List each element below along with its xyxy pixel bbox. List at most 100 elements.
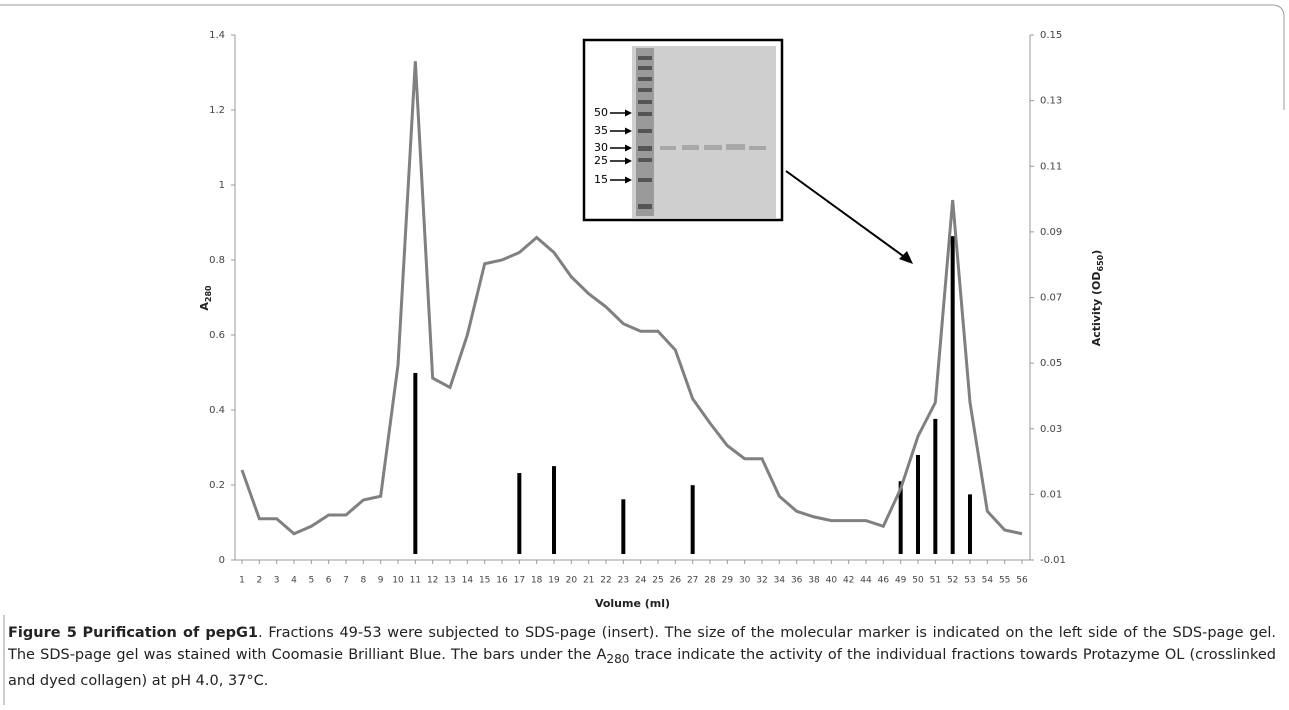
gel-inset [582, 38, 784, 222]
activity-bar [690, 485, 695, 554]
x-tick-label: 13 [444, 576, 455, 586]
activity-bar [950, 236, 955, 554]
x-tick-label: 42 [843, 576, 854, 586]
caption-label: Figure 5 [8, 625, 77, 641]
activity-bar [517, 473, 522, 554]
marker-label: 50 [594, 106, 608, 119]
x-tick-label: 23 [618, 576, 629, 586]
y2-tick-label: 0.11 [1040, 161, 1062, 172]
y2-tick-label: 0.09 [1040, 227, 1062, 238]
marker-label: 35 [594, 124, 608, 137]
caption-text: trace indicate the activity of the indiv… [8, 647, 1276, 689]
inset-arrow [785, 170, 911, 262]
activity-bar [968, 494, 972, 554]
marker-label: 30 [594, 141, 608, 154]
x-tick-label: 24 [635, 576, 647, 586]
y-tick-label: 0.2 [209, 480, 225, 491]
a280-line [240, 61, 1023, 536]
x-tick-label: 40 [826, 576, 838, 586]
y2-axis-title-text: Activity (OD [1090, 271, 1103, 346]
marker-arrowhead [625, 144, 632, 152]
x-tick-label: 54 [982, 576, 994, 586]
x-tick-label: 30 [739, 576, 751, 586]
caption: Figure 5 Purification of pepG1. Fraction… [8, 622, 1276, 692]
x-tick-label: 21 [583, 576, 594, 586]
x-tick-label: 26 [670, 576, 682, 586]
marker-label: 25 [594, 154, 608, 167]
x-tick-label: 14 [462, 576, 474, 586]
x-tick-label: 3 [274, 576, 280, 586]
x-tick-label: 32 [756, 576, 767, 586]
x-tick-label: 52 [947, 576, 958, 586]
caption-title: Purification of pepG1 [82, 625, 259, 641]
chart: 0 0.2 0.4 0.6 0.8 1 1.2 1.4 -0.01 0.01 0.03 0.05 0.0… [0, 4, 1285, 610]
x-tick-label: 6 [326, 576, 332, 586]
x-tick-label: 44 [860, 576, 872, 586]
sample-bands [660, 144, 766, 150]
x-tick-label: 29 [722, 576, 734, 586]
y2-tick-label: 0.05 [1040, 358, 1062, 369]
y2-tick-label: 0.07 [1040, 293, 1062, 304]
y2-axis-title-end: ) [1090, 250, 1103, 255]
x-tick-label: 27 [687, 576, 698, 586]
x-tick-label: 9 [378, 576, 384, 586]
y-tick-label: 0.6 [209, 330, 225, 341]
x-tick-label: 51 [930, 576, 941, 586]
activity-bar [621, 499, 626, 554]
frame [0, 4, 1285, 110]
activity-bar [916, 455, 920, 554]
marker-arrowhead [625, 157, 632, 165]
x-tick-label: 25 [652, 576, 663, 586]
y-tick-label: 1 [219, 180, 225, 191]
x-tick-label: 20 [566, 576, 578, 586]
x-tick-label: 4 [291, 576, 297, 586]
x-tick-label: 5 [308, 576, 314, 586]
x-tick-label: 15 [479, 576, 490, 586]
x-tick-label: 18 [531, 576, 543, 586]
y-tick-label: 1.2 [209, 105, 225, 116]
x-tick-label: 34 [774, 576, 786, 586]
gel [632, 46, 776, 218]
y2-tick-label: -0.01 [1040, 555, 1066, 566]
x-tick-label: 49 [895, 576, 907, 586]
x-tick-label: 12 [427, 576, 438, 586]
x-tick-label: 28 [704, 576, 716, 586]
y-tick-label: 1.4 [209, 30, 225, 41]
y2-axis-title: Activity (OD650) [1090, 250, 1105, 347]
y2-tick-label: 0.13 [1040, 96, 1062, 107]
y-tick-label: 0.8 [209, 255, 225, 266]
x-tick-label: 19 [548, 576, 560, 586]
marker-arrowhead [625, 109, 632, 117]
x-tick-label: 17 [514, 576, 525, 586]
activity-bar [413, 372, 418, 554]
x-tick-label: 11 [410, 576, 421, 586]
x-tick-label: 7 [343, 576, 349, 586]
marker-label: 15 [594, 173, 608, 186]
x-tick-label: 56 [1016, 576, 1028, 586]
x-tick-label: 55 [999, 576, 1010, 586]
y2-tick-label: 0.15 [1040, 30, 1062, 41]
ladder-bands [638, 56, 652, 209]
activity-bar [552, 466, 556, 554]
x-tick-label: 38 [808, 576, 820, 586]
y2-tick-label: 0.03 [1040, 424, 1062, 435]
y-axis-title-sub: 280 [204, 285, 213, 302]
x-tick-label: 50 [912, 576, 924, 586]
x-tick-label: 2 [256, 576, 262, 586]
x-tick-label: 1 [239, 576, 245, 586]
y2-axis-title-sub: 650 [1096, 254, 1105, 271]
x-tick-label: 46 [878, 576, 890, 586]
caption-rule [3, 615, 5, 705]
x-tick-label: 22 [600, 576, 611, 586]
caption-sub: 280 [606, 651, 630, 666]
inset-arrowhead [899, 251, 913, 264]
marker-arrowhead [625, 127, 632, 135]
activity-bar [933, 418, 938, 554]
x-axis-title: Volume (ml) [595, 597, 670, 610]
caption-text: . Fractions 49-53 were subjected to SDS-… [8, 625, 1276, 663]
y-axis-title-text: A [198, 302, 211, 311]
x-tick-label: 16 [496, 576, 508, 586]
activity-bar [898, 481, 903, 554]
x-tick-label: 8 [360, 576, 366, 586]
